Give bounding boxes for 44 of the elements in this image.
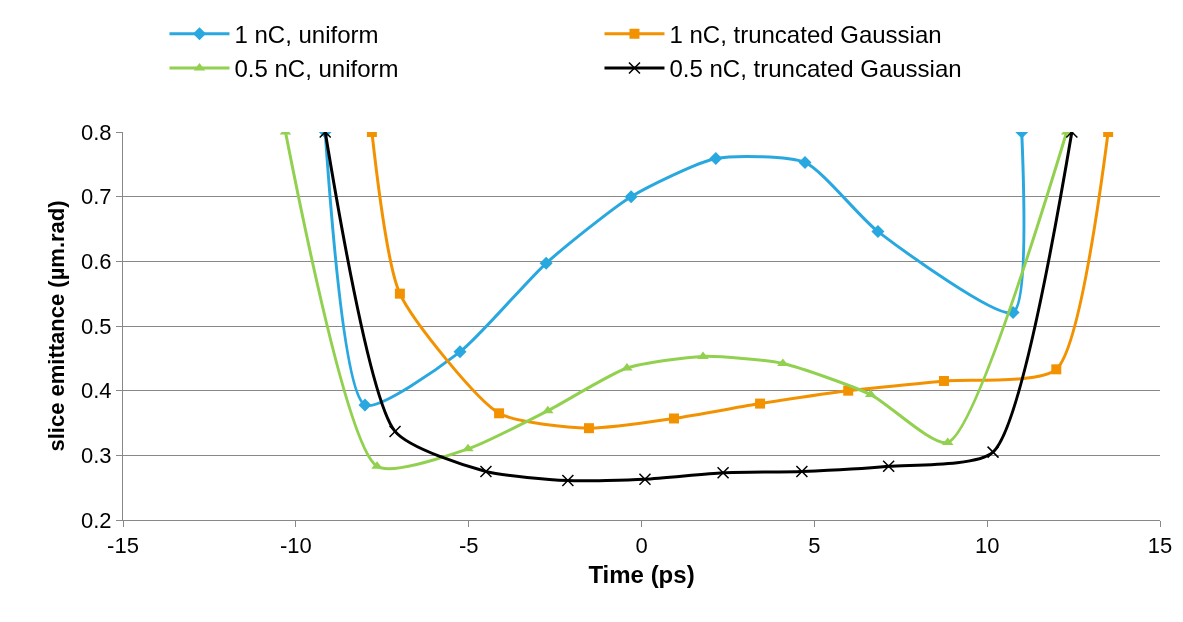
point xyxy=(479,465,493,478)
y-tick-label: 0.2 xyxy=(81,507,112,533)
y-tick-label: 0.5 xyxy=(81,313,112,339)
point xyxy=(453,345,467,359)
legend-label: 0.5 nC, uniform xyxy=(234,55,399,83)
point xyxy=(798,155,812,169)
point xyxy=(795,465,809,478)
y-tick-label: 0.8 xyxy=(81,119,112,145)
point xyxy=(561,474,575,487)
point xyxy=(358,398,372,412)
point xyxy=(871,225,885,239)
point xyxy=(882,460,895,473)
point xyxy=(542,405,554,414)
x-tick-label: -15 xyxy=(107,533,139,559)
point xyxy=(394,288,405,299)
legend-label: 1 nC, truncated Gaussian xyxy=(669,21,942,49)
point xyxy=(755,398,766,409)
y-tick-label: 0.6 xyxy=(81,249,112,275)
point xyxy=(583,423,594,434)
point xyxy=(388,425,402,438)
point xyxy=(709,152,723,166)
legend-label: 1 nC, uniform xyxy=(234,21,379,49)
point xyxy=(638,473,652,486)
x-tick-label: 0 xyxy=(635,533,648,559)
point xyxy=(539,256,553,270)
y-tick-label: 0.4 xyxy=(81,378,112,404)
point xyxy=(716,466,730,480)
y-axis-title: slice emittance (µm.rad) xyxy=(43,200,69,452)
point xyxy=(986,445,1000,459)
x-tick-label: -5 xyxy=(458,533,479,559)
x-axis-title: Time (ps) xyxy=(588,560,695,588)
y-tick-label: 0.7 xyxy=(81,184,112,210)
x-tick-label: 10 xyxy=(974,533,1000,559)
point xyxy=(938,375,949,386)
x-tick-label: 15 xyxy=(1147,533,1173,559)
y-tick-label: 0.3 xyxy=(81,443,112,469)
point xyxy=(624,190,638,204)
point xyxy=(668,413,679,424)
point xyxy=(1051,364,1062,375)
x-tick-label: -10 xyxy=(279,533,312,559)
point xyxy=(494,408,505,419)
legend-label: 0.5 nC, truncated Gaussian xyxy=(669,55,962,83)
x-tick-label: 5 xyxy=(808,533,821,559)
point xyxy=(843,385,854,396)
